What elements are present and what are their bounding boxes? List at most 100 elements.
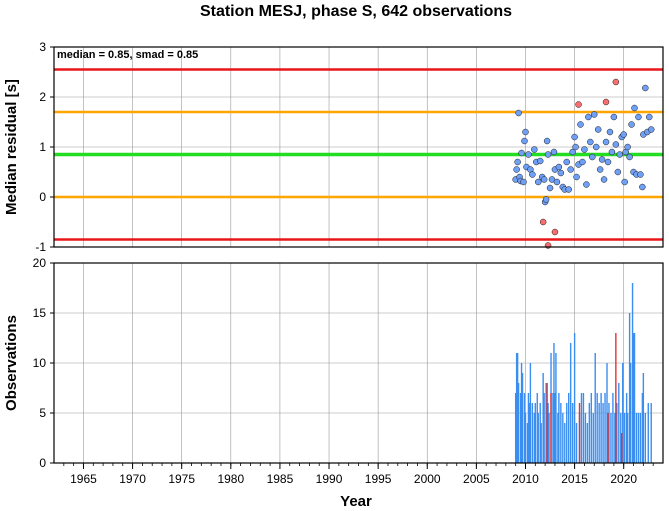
data-point [592,143,600,151]
data-point [594,126,602,133]
bar [644,413,647,463]
bar [537,413,539,463]
data-point [542,196,550,203]
x-tick-label: 1985 [267,472,294,486]
data-point [606,128,614,136]
x-tick-label: 1965 [70,472,97,486]
bar [521,373,524,463]
data-point [621,178,628,186]
data-point [626,153,633,161]
bar [622,363,624,463]
bottom-panel-x-ticks: 1965 1970 1975 1980 1985 1990 1995 2000 2005 2010… [63,463,654,486]
data-point [555,163,563,171]
x-tick-label: 1980 [217,472,244,486]
top-panel-points [512,78,655,249]
data-point [577,121,584,128]
bar [607,413,609,463]
bar [642,373,645,463]
data-point [567,166,574,173]
bar [533,413,536,463]
bar [614,413,616,463]
bar [558,393,560,463]
bar [604,393,606,463]
bar [647,403,649,463]
x-axis-label: Year [340,493,372,510]
data-point [620,131,627,138]
data-point [614,168,622,176]
bar [526,423,529,463]
data-point [520,178,527,186]
bar [610,413,612,463]
data-point [565,186,572,193]
bar [548,413,550,463]
data-point [572,143,579,151]
bar [536,393,538,463]
y-tick-label: 15 [33,306,47,320]
bottom-panel-y-ticks: 0 5 10 15 20 [33,256,54,470]
bar [625,393,628,463]
bar [566,403,568,463]
data-point [563,158,570,166]
bar [584,413,587,463]
bar [540,423,542,463]
data-point [569,148,576,156]
data-point [581,146,588,153]
bar [524,413,527,463]
bar [620,413,622,463]
bar [626,413,629,463]
bar [528,403,531,463]
data-point [589,153,596,161]
data-point [575,101,582,108]
bar [543,393,545,463]
bar [552,393,554,463]
bar [588,403,591,463]
bar [621,433,623,463]
data-point [513,166,520,173]
data-point [647,126,655,133]
bar [594,353,596,463]
x-tick-label: 2010 [512,472,539,486]
top-panel-reference-lines [54,68,663,241]
bar [531,403,534,463]
data-point [515,109,522,117]
bar [573,333,576,463]
data-point [571,133,578,141]
data-point [551,228,559,236]
y-tick-label: 2 [39,90,46,104]
data-point [608,148,616,156]
bar [623,413,626,463]
bar [632,333,635,463]
bar [546,383,548,463]
bar [557,413,559,463]
bar [519,393,522,463]
data-point [531,146,538,153]
bar [539,403,541,463]
bar [547,403,549,463]
x-tick-label: 1970 [119,472,146,486]
data-point [540,176,548,183]
bar [650,403,652,463]
bar [602,403,604,463]
top-panel-y-ticks: -1 0 1 2 3 [35,40,54,254]
data-point [642,84,649,92]
data-point [635,113,642,121]
data-point [583,181,590,188]
data-point [616,151,624,158]
bar [554,393,556,463]
bar [550,393,552,463]
bar [534,403,537,463]
data-point [602,98,610,106]
data-point [587,138,594,146]
bar [641,393,644,463]
bar [580,393,583,463]
data-point [521,137,528,145]
bar [569,343,572,463]
bar [527,393,530,463]
bar [575,423,578,463]
bar [633,333,636,463]
bar [615,333,617,463]
chart-title: Station MESJ, phase S, 642 observations [200,3,512,20]
x-tick-label: 1995 [365,472,392,486]
bar [586,423,589,463]
